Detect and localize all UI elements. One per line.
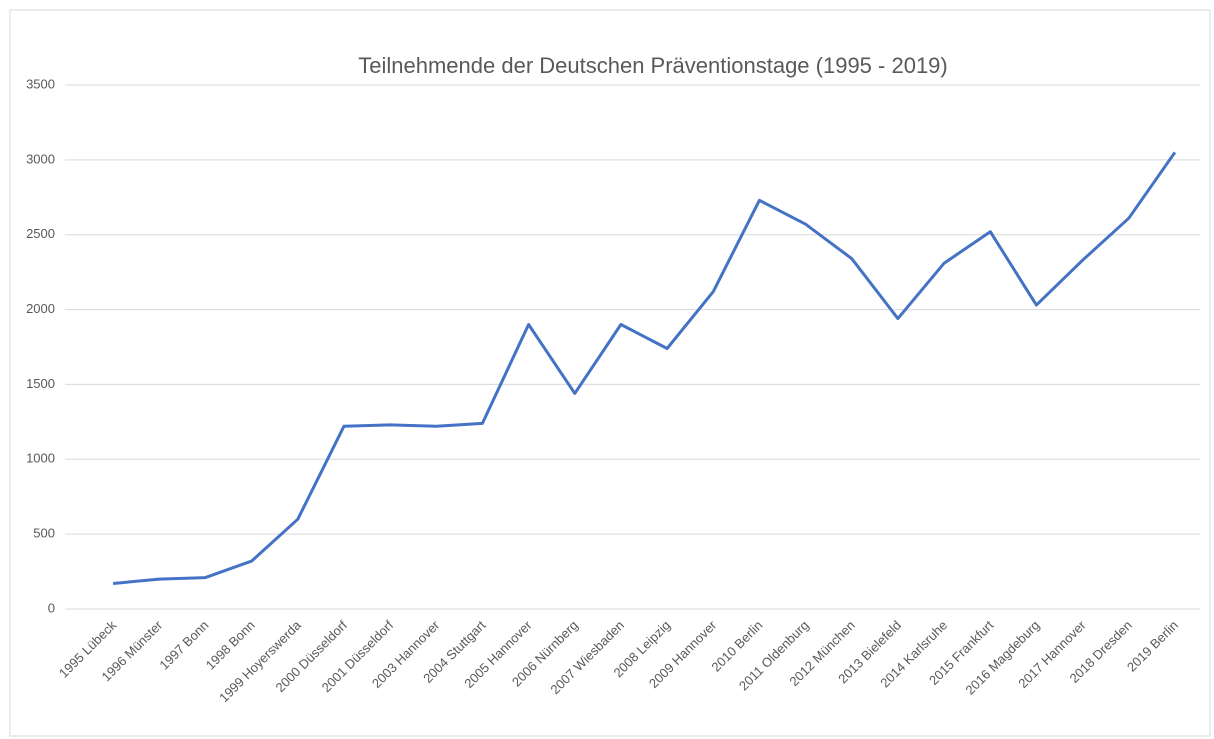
data-line (112, 151, 1177, 585)
y-tick-label: 2500 (26, 226, 55, 241)
y-tick-label: 1000 (26, 451, 55, 466)
chart-border (9, 9, 1211, 737)
y-tick-label: 2000 (26, 301, 55, 316)
chart-title: Teilnehmende der Deutschen Präventionsta… (358, 53, 948, 78)
y-tick-label: 500 (33, 526, 55, 541)
y-tick-label: 3000 (26, 151, 55, 166)
y-tick-label: 1500 (26, 376, 55, 391)
y-tick-label: 3500 (26, 76, 55, 91)
y-tick-label: 0 (48, 600, 55, 615)
